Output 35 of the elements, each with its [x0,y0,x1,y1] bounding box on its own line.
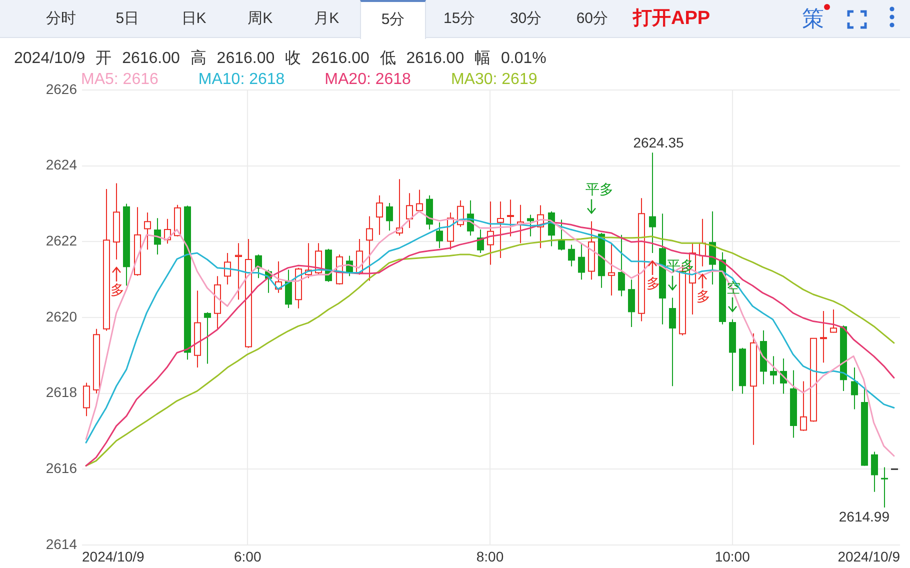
annotation: 空 [726,279,740,296]
x-tick-label: 2024/10/9 [82,548,144,564]
text: 30分 [510,10,542,27]
text: 60分 [576,10,608,27]
text: MA20: 2618 [324,71,411,89]
text: 15分 [444,10,476,27]
annotation: 2614.99 [838,508,890,524]
text: 5日 [116,10,140,27]
text: 策 [802,5,824,33]
y-tick-label: 2618 [46,384,78,400]
y-tick-label: 2614 [46,536,78,552]
annotation: 多 [110,281,124,298]
chart-subtitle: 2024/10/9 开 2616.00 高 2616.00 收 2616.00 低 2616.00 幅 0.01% [14,49,546,68]
x-tick-label: 2024/10/9 [838,548,900,564]
text: MA5: 2616 [81,71,158,89]
text: 打开APP [633,7,710,31]
annotation: 多 [696,288,710,304]
text: MA30: 2619 [450,71,538,89]
annotation: 平多 [586,181,614,198]
y-tick-label: 2622 [46,232,78,249]
text: 周K [248,10,273,27]
x-tick-label: 10:00 [714,548,750,564]
y-tick-label: 2616 [46,460,78,476]
text: 月K [314,10,340,27]
text: 日K [181,10,206,27]
x-tick-label: 8:00 [476,548,504,564]
y-tick-label: 2626 [46,80,78,97]
y-tick-label: 2620 [46,308,78,324]
annotation: 多 [646,274,660,291]
x-tick-label: 6:00 [234,548,262,564]
y-tick-label: 2624 [46,156,78,173]
annotation: 2624.35 [633,134,684,150]
text: MA10: 2618 [198,71,285,89]
text: 分时 [46,10,76,27]
text: 5分 [381,11,405,28]
